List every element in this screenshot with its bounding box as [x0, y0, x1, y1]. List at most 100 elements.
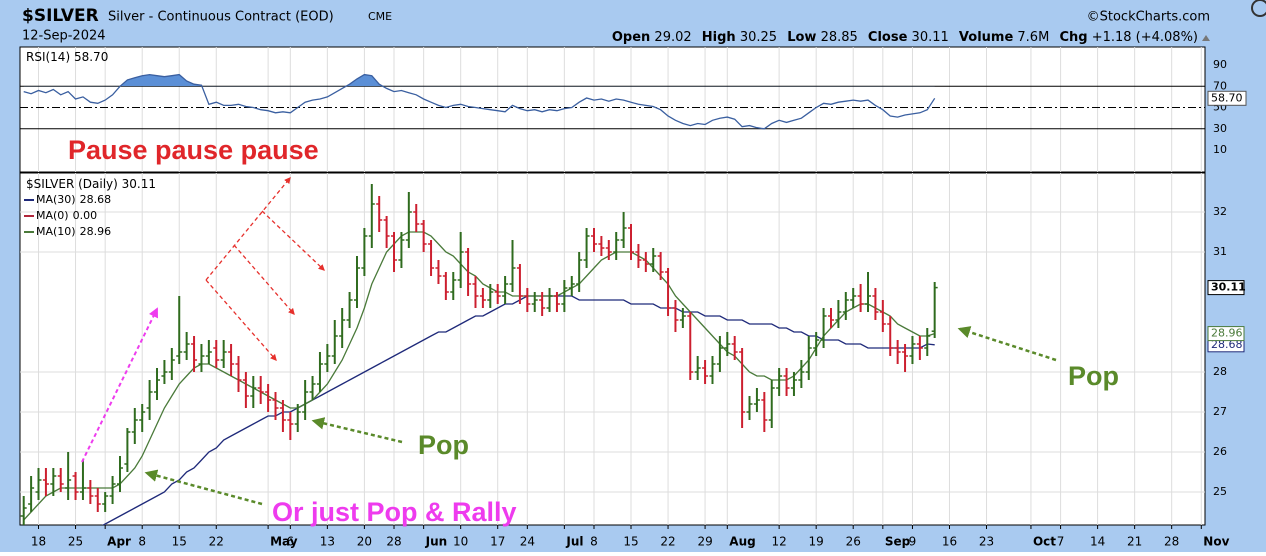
volume-label: Volume: [959, 30, 1014, 45]
price-badge: [1207, 280, 1245, 296]
y-tick-label: 25: [1213, 485, 1227, 498]
x-tick-label: Aug: [729, 535, 755, 549]
annotation: Pop: [1068, 361, 1119, 391]
symbol: $SILVER: [22, 6, 99, 26]
x-tick-label: 16: [942, 535, 957, 549]
annotation-arrows: [81, 176, 1057, 506]
rsi-last: 58.70: [74, 50, 108, 64]
open-value: 29.02: [654, 30, 691, 45]
legend-name: MA(30): [36, 193, 76, 206]
rsi-plot: [20, 47, 1205, 172]
x-tick-label: 19: [809, 535, 824, 549]
legend-value: 28.96: [80, 225, 112, 238]
arrow: [261, 210, 325, 271]
annotation: Pop: [418, 430, 469, 460]
arrow: [205, 279, 277, 361]
x-tick-label: 25: [68, 535, 83, 549]
y-tick-label: 30: [1213, 122, 1227, 135]
price-panel: [19, 172, 1206, 526]
legend-value: 28.68: [80, 193, 112, 206]
y-tick-label: 32: [1213, 205, 1227, 218]
legend-value: 0.00: [73, 209, 98, 222]
x-tick-label: Sep: [885, 535, 911, 549]
y-tick-label: 10: [1213, 143, 1227, 156]
annotation: Or just Pop & Rally: [272, 497, 517, 527]
arrow: [233, 244, 295, 315]
x-tick-label: 13: [320, 535, 335, 549]
exchange: CME: [368, 10, 392, 23]
x-tick-label: 12: [772, 535, 787, 549]
high-value: 30.25: [740, 30, 777, 45]
legend-entry: MA(0) 0.00: [36, 209, 97, 222]
x-tick-label: 22: [660, 535, 675, 549]
x-tick-label: 14: [1090, 535, 1105, 549]
description: Silver - Continuous Contract (EOD): [108, 10, 334, 25]
x-tick-label: Nov: [1203, 535, 1229, 549]
price-plot: [20, 173, 1205, 525]
x-tick-label: 18: [31, 535, 46, 549]
y-tick-label: 90: [1213, 58, 1227, 71]
x-tick-label: 9: [909, 535, 917, 549]
price-legend: $SILVER (Daily) 30.11: [26, 177, 156, 191]
source: ©StockCharts.com: [1087, 10, 1210, 25]
chg-label: Chg: [1059, 30, 1087, 45]
x-tick-label: 7: [1057, 535, 1065, 549]
rsi-legend: RSI(14) 58.70: [26, 50, 108, 64]
y-tick-label: 28: [1213, 365, 1227, 378]
x-tick-label: Jul: [565, 535, 583, 549]
x-tick-label: 20: [357, 535, 372, 549]
x-tick-label: 21: [1127, 535, 1142, 549]
quote-line: Open 29.02 High 30.25 Low 28.85 Close 30…: [612, 30, 1198, 45]
price-badge: [1207, 326, 1245, 342]
x-tick-label: 8: [590, 535, 598, 549]
x-tick-label: 15: [623, 535, 638, 549]
legend-name: MA(0): [36, 209, 69, 222]
x-tick-label: 15: [172, 535, 187, 549]
price-badge-label: 30.11: [1211, 281, 1246, 294]
x-tick-label: 26: [846, 535, 861, 549]
rsi-line: [23, 73, 936, 130]
moving-average: [23, 231, 935, 521]
x-tick-label: Jun: [425, 535, 448, 549]
rsi-badge: [1207, 90, 1247, 106]
chg-value: +1.18 (+4.08%): [1092, 30, 1198, 45]
arrow: [144, 469, 263, 506]
price-name: $SILVER (Daily): [26, 177, 118, 191]
y-tick-label: 27: [1213, 405, 1227, 418]
x-tick-label: 8: [138, 535, 146, 549]
x-tick-label: 24: [520, 535, 535, 549]
annotation: Pause pause pause: [68, 135, 319, 165]
x-tick-label: May: [270, 535, 298, 549]
x-tick-label: 28: [386, 535, 401, 549]
date: 12-Sep-2024: [22, 29, 106, 44]
close-icon[interactable]: [1251, 0, 1266, 17]
legend-name: MA(10): [36, 225, 76, 238]
low-value: 28.85: [821, 30, 858, 45]
x-tick-label: 17: [490, 535, 505, 549]
open-label: Open: [612, 30, 650, 45]
y-tick-label: 31: [1213, 245, 1227, 258]
x-tick-label: 6: [287, 535, 295, 549]
x-tick-label: 10: [453, 535, 468, 549]
x-tick-label: 22: [209, 535, 224, 549]
x-tick-label: 23: [979, 535, 994, 549]
x-tick-label: 28: [1164, 535, 1179, 549]
arrow: [81, 307, 158, 463]
rsi-name: RSI(14): [26, 50, 70, 64]
price-badge-label: 28.96: [1211, 327, 1243, 340]
arrow: [957, 326, 1057, 362]
rsi-badge-label: 58.70: [1211, 91, 1243, 104]
volume-value: 7.6M: [1017, 30, 1049, 45]
high-label: High: [702, 30, 736, 45]
low-label: Low: [787, 30, 816, 45]
x-tick-label: Apr: [107, 535, 131, 549]
y-tick-label: 26: [1213, 445, 1227, 458]
arrow: [205, 176, 291, 281]
rsi-panel: [19, 46, 1206, 173]
moving-average: [101, 295, 935, 525]
x-tick-label: 29: [697, 535, 712, 549]
legend-entry: MA(30) 28.68: [36, 193, 111, 206]
